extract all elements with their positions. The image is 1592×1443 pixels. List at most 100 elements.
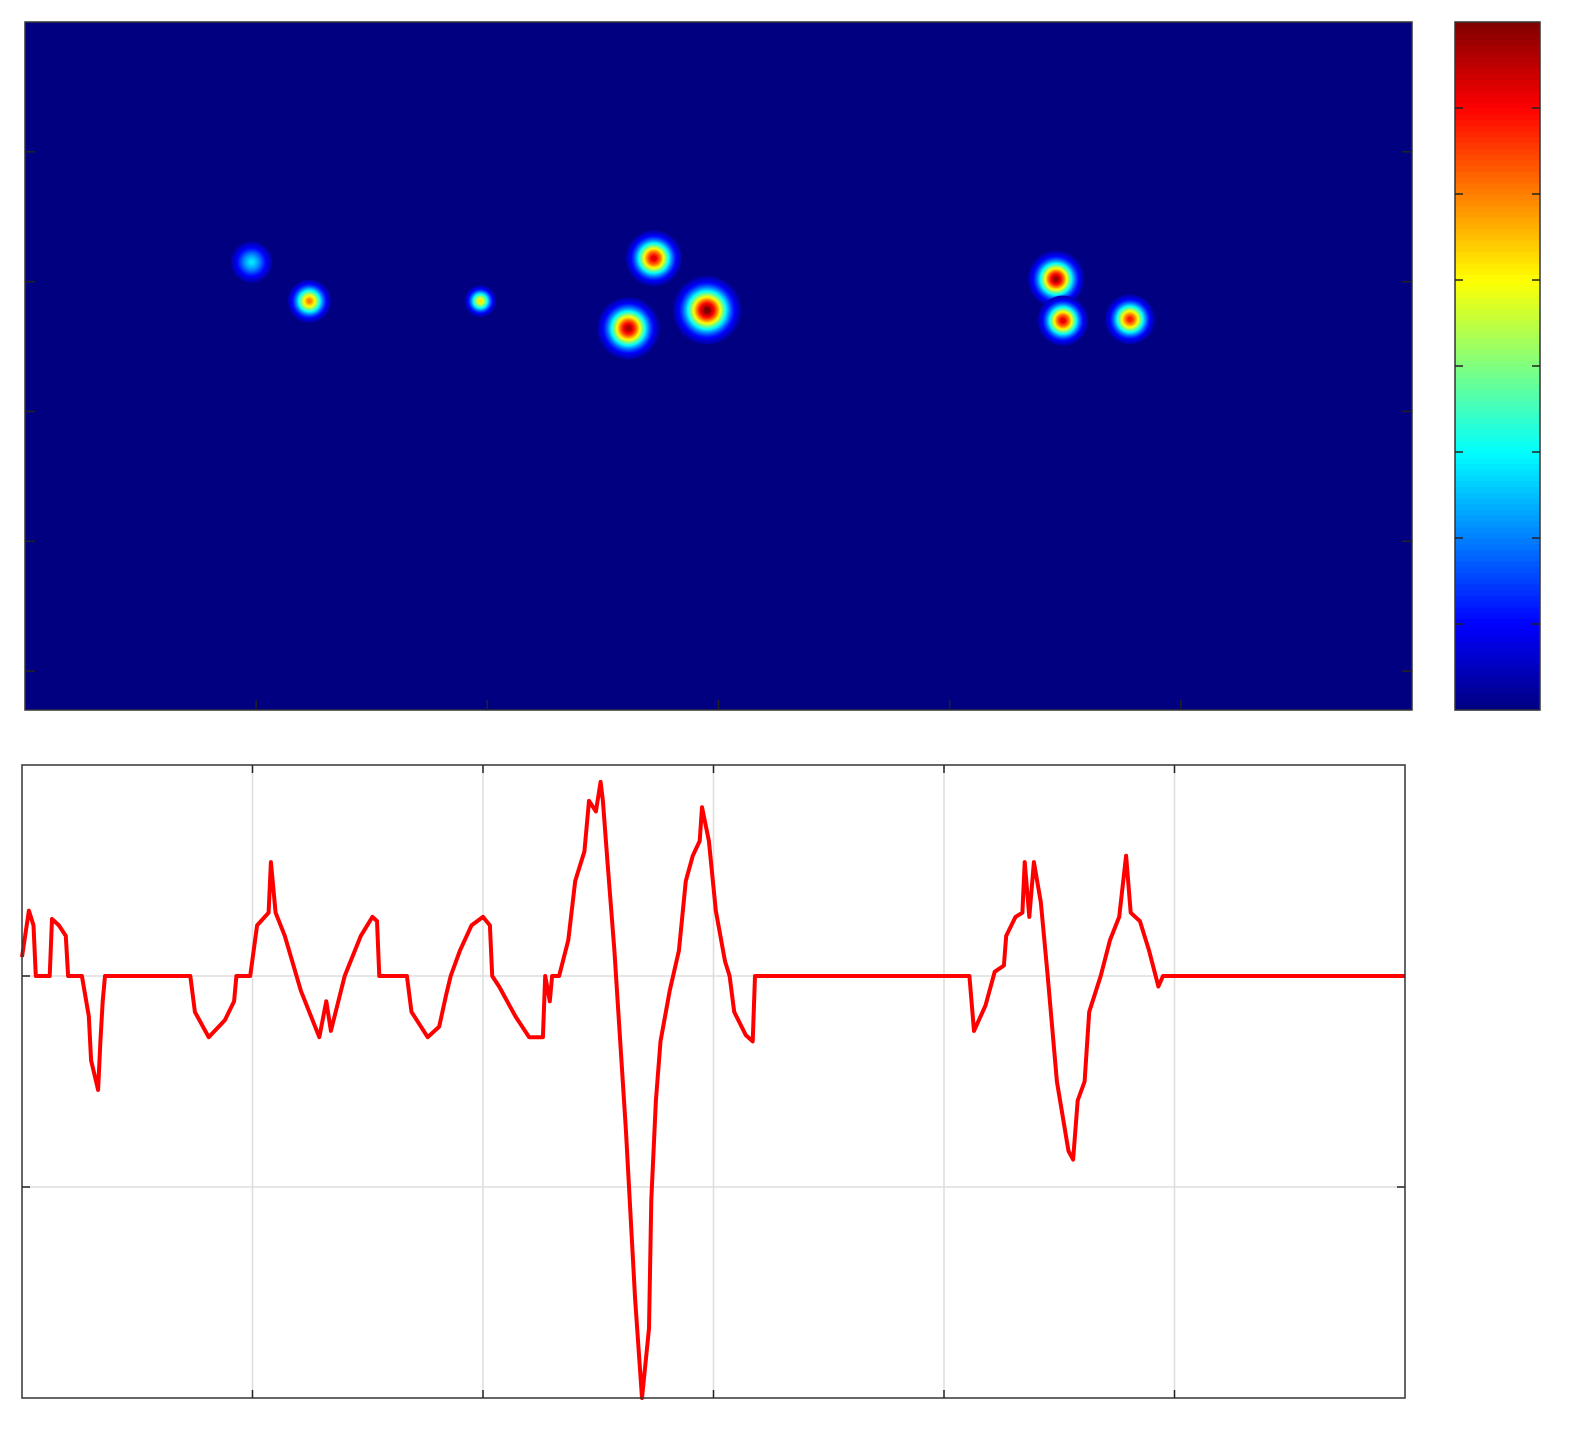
hot-spot (1105, 294, 1155, 345)
colorbar-step (1455, 211, 1540, 218)
colorbar-step (1455, 308, 1540, 315)
colorbar-step (1455, 452, 1540, 459)
colorbar-step (1455, 383, 1540, 390)
colorbar-step (1455, 394, 1540, 401)
colorbar-step (1455, 27, 1540, 35)
colorbar-step (1455, 503, 1540, 510)
colorbar-step (1455, 22, 1540, 29)
colorbar-step (1455, 125, 1540, 132)
colorbar-step (1455, 417, 1540, 424)
colorbar-step (1455, 411, 1540, 419)
colorbar-step (1455, 182, 1540, 189)
hot-spot-core (1060, 317, 1066, 324)
colorbar-step (1455, 176, 1540, 184)
colorbar-step (1455, 624, 1540, 631)
plot-frame (21, 764, 1406, 1399)
colorbar-step (1455, 612, 1540, 619)
colorbar-step (1455, 73, 1540, 80)
colorbar-step (1455, 194, 1540, 201)
colorbar-step (1455, 681, 1540, 688)
colorbar-step (1455, 463, 1540, 470)
colorbar-step (1455, 497, 1540, 505)
colorbar-step (1455, 440, 1540, 447)
colorbar-step (1455, 474, 1540, 482)
colorbar-step (1455, 543, 1540, 551)
colorbar-step (1455, 222, 1540, 229)
hot-spot (287, 279, 331, 323)
hot-spot-core (307, 298, 312, 304)
colorbar-step (1455, 549, 1540, 556)
colorbar-step (1455, 377, 1540, 384)
colorbar-step (1455, 555, 1540, 562)
colorbar-step (1455, 268, 1540, 275)
colorbar-step (1455, 274, 1540, 281)
colorbar-step (1455, 601, 1540, 608)
colorbar-step (1455, 566, 1540, 573)
colorbar-step (1455, 337, 1540, 344)
hot-spot (1027, 250, 1085, 308)
colorbar-step (1455, 257, 1540, 264)
colorbar-step (1455, 457, 1540, 465)
colorbar-step (1455, 606, 1540, 614)
hot-spot (231, 241, 273, 283)
hot-spot-core (650, 255, 657, 262)
colorbar-step (1455, 406, 1540, 413)
colorbar-step (1455, 90, 1540, 98)
colorbar-step (1455, 371, 1540, 379)
colorbar-step (1455, 205, 1540, 212)
colorbar-step (1455, 526, 1540, 533)
colorbar-step (1455, 434, 1540, 442)
colorbar-step (1455, 56, 1540, 63)
colorbar-step (1455, 446, 1540, 453)
colorbar-step (1455, 50, 1540, 57)
colorbar-step (1455, 687, 1540, 694)
colorbar-step (1455, 199, 1540, 207)
colorbar-step (1455, 320, 1540, 327)
colorbar-step (1455, 314, 1540, 321)
hot-spot (672, 276, 741, 345)
colorbar-step (1455, 245, 1540, 252)
colorbar-step (1455, 589, 1540, 596)
colorbar-step (1455, 366, 1540, 373)
colorbar-step (1455, 280, 1540, 287)
colorbar-step (1455, 354, 1540, 361)
colorbar-step (1455, 509, 1540, 516)
colorbar-step (1455, 343, 1540, 350)
colorbar-step (1455, 658, 1540, 665)
colorbar-step (1455, 360, 1540, 367)
colorbar-step (1455, 67, 1540, 75)
colorbar-step (1455, 153, 1540, 161)
colorbar-step (1455, 480, 1540, 487)
colorbar-step (1455, 652, 1540, 659)
colorbar-step (1455, 216, 1540, 224)
colorbar-step (1455, 79, 1540, 86)
colorbar-step (1455, 388, 1540, 396)
hot-spot (597, 297, 660, 360)
colorbar-step (1455, 469, 1540, 476)
colorbar-step (1455, 39, 1540, 46)
hot-spot-core (1053, 276, 1059, 282)
hot-spot-core (625, 325, 632, 332)
colorbar-step (1455, 102, 1540, 109)
data-line (20, 779, 1405, 1400)
colorbar-step (1455, 538, 1540, 545)
colorbar-step (1455, 228, 1540, 235)
colorbar-step (1455, 234, 1540, 241)
colorbar-step (1455, 515, 1540, 522)
colorbar-step (1455, 646, 1540, 654)
colorbar-step (1455, 33, 1540, 40)
colorbar-step (1455, 348, 1540, 356)
colorbar-step (1455, 285, 1540, 293)
hot-spot (1037, 295, 1088, 346)
colorbar-step (1455, 423, 1540, 430)
colorbar-step (1455, 188, 1540, 195)
colorbar-step (1455, 325, 1540, 333)
hot-spot-core (478, 299, 483, 303)
colorbar-step (1455, 159, 1540, 166)
colorbar-step (1455, 331, 1540, 338)
colorbar-step (1455, 698, 1540, 705)
colorbar-step (1455, 85, 1540, 92)
colorbar-step (1455, 583, 1540, 591)
colorbar-step (1455, 44, 1540, 52)
